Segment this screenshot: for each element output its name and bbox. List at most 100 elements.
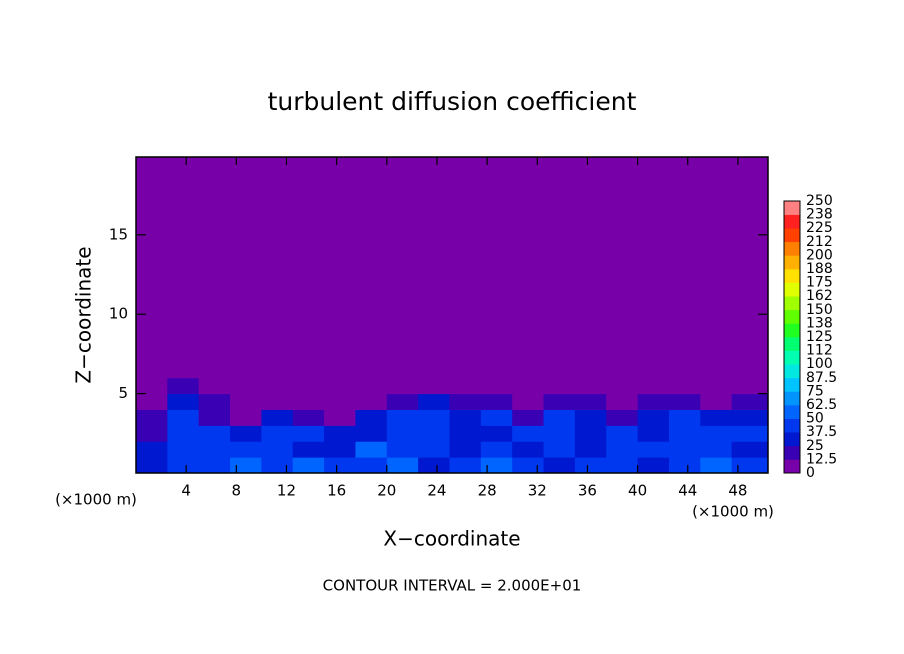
field-cell [136, 157, 168, 379]
field-cell [731, 457, 769, 474]
y-axis-label: Z−coordinate [72, 246, 96, 383]
x-tick-label: 12 [277, 482, 296, 500]
field-cell [606, 409, 639, 426]
field-cell [261, 441, 294, 458]
field-cell [261, 393, 294, 410]
field-cell [668, 409, 701, 426]
colorbar-label: 25 [806, 438, 824, 454]
field-cell [700, 457, 733, 474]
field-cell [700, 441, 733, 458]
field-cell [606, 425, 639, 442]
field-cell [230, 441, 262, 458]
field-cell [198, 457, 231, 474]
colorbar-label: 188 [806, 261, 833, 277]
field-cell [574, 425, 607, 442]
field-cell [355, 425, 388, 442]
field-cell [574, 157, 607, 379]
field-cell [512, 425, 545, 442]
field-cell [167, 377, 200, 395]
field-cell [449, 393, 482, 410]
colorbar-swatch [784, 445, 800, 460]
field-cell [418, 441, 450, 458]
field-cell [480, 157, 513, 379]
field-cell [637, 425, 670, 442]
field-cell [386, 393, 419, 410]
field-cell [700, 393, 733, 410]
field-cell [480, 409, 513, 426]
field [136, 157, 769, 474]
y-tick-label: 10 [109, 305, 128, 323]
field-cell [480, 457, 513, 474]
field-cell [167, 441, 200, 458]
field-cell [480, 425, 513, 442]
field-cell [324, 377, 356, 395]
field-cell [386, 377, 419, 395]
field-cell [543, 425, 576, 442]
field-cell [637, 157, 670, 379]
colorbar-swatch [784, 269, 800, 283]
field-cell [136, 441, 168, 458]
colorbar-swatch [784, 405, 800, 419]
field-cell [700, 157, 733, 379]
field-cell [355, 377, 388, 395]
colorbar-swatch [784, 432, 800, 447]
colorbar-swatch [784, 364, 800, 379]
field-cell [668, 441, 701, 458]
colorbar-label: 37.5 [806, 424, 837, 440]
colorbar-label: 200 [806, 247, 833, 263]
field-cell [449, 409, 482, 426]
field-cell [167, 393, 200, 410]
field-cell [543, 157, 576, 379]
field-cell [637, 409, 670, 426]
field-cell [606, 157, 639, 379]
field-cell [230, 457, 262, 474]
field-cell [292, 377, 325, 395]
field-cell [668, 157, 701, 379]
field-cell [198, 393, 231, 410]
field-cell [731, 157, 769, 379]
field-cell [261, 425, 294, 442]
field-cell [480, 377, 513, 395]
field-cell [512, 457, 545, 474]
x-tick-label: 16 [327, 482, 346, 500]
colorbar-label: 0 [806, 465, 815, 481]
colorbar-label: 112 [806, 343, 833, 359]
field-cell [449, 441, 482, 458]
colorbar-frame [783, 200, 801, 474]
field-cell [261, 157, 294, 379]
colorbar-swatch [784, 228, 800, 243]
field-cell [418, 157, 450, 379]
field-cell [292, 409, 325, 426]
field-cell [543, 457, 576, 474]
field-cell [261, 409, 294, 426]
field-cell [198, 441, 231, 458]
colorbar-swatch [784, 350, 800, 365]
field-cell [198, 409, 231, 426]
field-cell [136, 425, 168, 442]
colorbar-swatch [784, 255, 800, 270]
field-cell [230, 409, 262, 426]
field-cell [167, 425, 200, 442]
field-cell [543, 409, 576, 426]
field-cell [731, 425, 769, 442]
colorbar-label: 238 [806, 207, 833, 223]
field-cell [230, 425, 262, 442]
field-cell [292, 441, 325, 458]
field-cell [418, 457, 450, 474]
field-cell [136, 409, 168, 426]
x-tick-label: 8 [232, 482, 242, 500]
colorbar-swatch [784, 309, 800, 324]
y-tick-label: 15 [109, 225, 128, 243]
field-cell [700, 425, 733, 442]
field-cell [418, 409, 450, 426]
field-cell [574, 377, 607, 395]
colorbar-label: 125 [806, 329, 833, 345]
field-cell [512, 377, 545, 395]
field-cell [606, 441, 639, 458]
field-cell [355, 409, 388, 426]
colorbar-label: 138 [806, 315, 833, 331]
field-cell [167, 157, 200, 379]
field-cell [512, 393, 545, 410]
field-cell [449, 425, 482, 442]
